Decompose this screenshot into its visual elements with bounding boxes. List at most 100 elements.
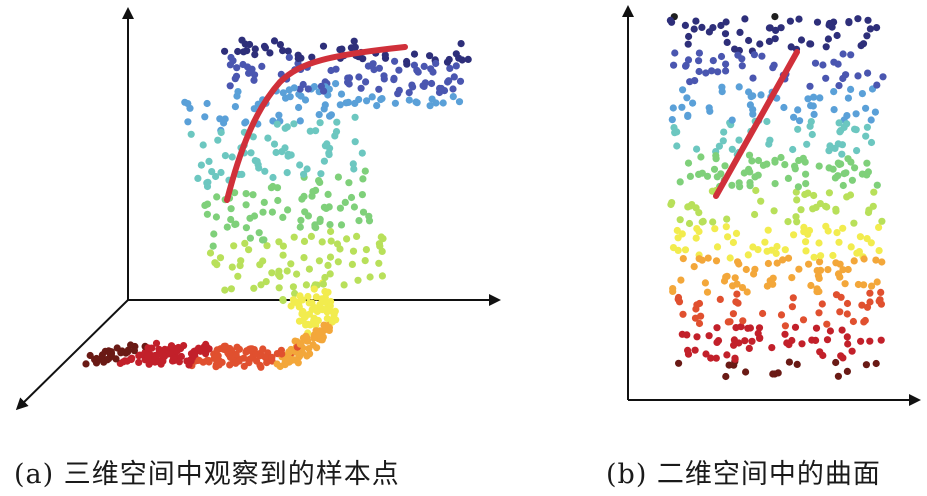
panel-a-curve [224,44,408,203]
sample-point [391,57,399,65]
sample-point [674,234,682,242]
sample-point [324,190,332,198]
sample-point [350,203,358,211]
sample-point [754,156,763,165]
sample-point [290,84,298,92]
sample-point [771,180,779,188]
sample-point [723,215,731,223]
sample-point [724,318,732,326]
sample-point [859,40,868,48]
sample-point [217,128,225,137]
sample-point [864,208,873,217]
sample-point [712,354,720,362]
sample-point [351,113,359,121]
sample-point [275,284,283,292]
sample-point [326,221,334,229]
sample-point [807,118,815,126]
sample-point [832,358,840,367]
sample-point [834,172,842,180]
sample-point [852,110,860,118]
sample-point [318,238,326,246]
sample-point [350,37,358,45]
sample-point [275,111,283,119]
sample-point [319,280,327,288]
sample-point [194,174,202,182]
sample-point [795,15,803,23]
sample-point [793,360,801,368]
sample-point [408,81,416,89]
sample-point [283,169,291,177]
sample-point [155,357,163,366]
sample-point [284,206,292,214]
sample-point [731,274,739,282]
sample-point [695,170,703,178]
sample-point [305,310,313,318]
sample-point [737,323,745,331]
sample-point [167,342,176,350]
sample-point [833,31,841,40]
sample-point [761,238,769,246]
sample-point [343,235,351,243]
sample-point [840,170,848,178]
sample-point [670,61,678,69]
sample-point [405,96,413,104]
sample-point [312,327,320,335]
sample-point [695,227,703,236]
sample-point [839,50,847,58]
sample-point [426,52,434,60]
sample-point [802,180,810,188]
sample-point [759,309,767,318]
sample-point [242,190,250,198]
sample-point [669,104,677,112]
sample-point [301,208,309,216]
sample-point [325,151,333,159]
sample-point [723,38,731,47]
sample-point [226,82,234,90]
sample-point [362,246,370,254]
sample-point [340,281,348,289]
sample-point [275,238,283,246]
sample-point [731,354,739,362]
sample-point [681,246,690,254]
sample-point [245,69,253,77]
sample-point [726,254,734,262]
sample-point [246,234,254,242]
sample-point [326,253,335,261]
sample-point [673,142,681,150]
sample-point [722,60,730,68]
sample-point [823,203,831,211]
sample-point [749,106,757,114]
sample-point [259,208,267,216]
sample-point [863,32,871,40]
sample-point [268,208,276,216]
sample-point [738,62,746,70]
sample-point [709,24,717,32]
sample-point [375,85,383,93]
sample-point [809,205,817,213]
sample-point [336,204,344,212]
sample-point [771,35,779,43]
sample-point [341,198,349,206]
sample-point [355,217,363,225]
sample-point [259,257,267,265]
sample-point [403,60,411,68]
sample-point [768,344,776,352]
sample-point [765,24,774,32]
sample-point [112,355,120,363]
sample-point [228,263,236,271]
caption-b: (b) 二维空间中的曲面 [606,459,881,490]
sample-point [693,301,701,309]
sample-point [692,204,700,212]
sample-point [428,79,436,88]
sample-point [211,259,219,267]
sample-point [732,298,740,306]
sample-point [375,64,383,72]
sample-point [773,242,781,251]
sample-point [303,352,311,360]
sample-point [825,164,833,172]
sample-point [871,108,880,116]
sample-point [273,360,281,368]
sample-point [671,49,679,57]
sample-point [355,73,363,81]
sample-point [676,178,684,186]
